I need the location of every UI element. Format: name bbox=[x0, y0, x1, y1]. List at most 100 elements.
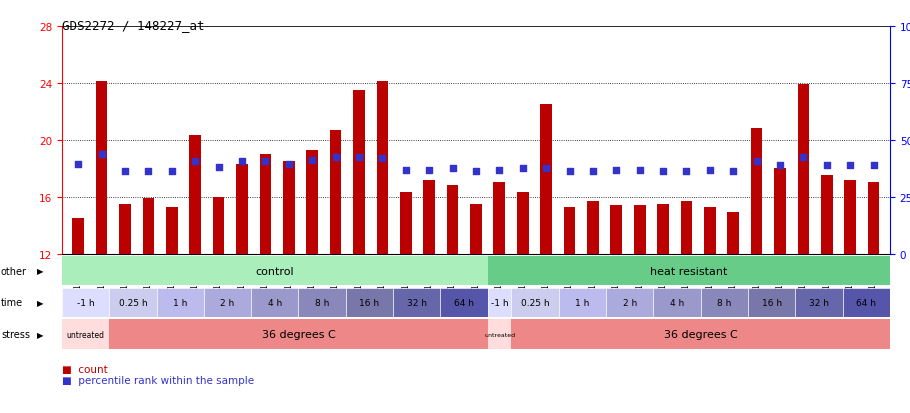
Text: 0.25 h: 0.25 h bbox=[521, 298, 550, 307]
Bar bbox=[377, 82, 389, 254]
Text: 36 degrees C: 36 degrees C bbox=[261, 330, 336, 339]
Bar bbox=[517, 193, 529, 254]
Point bbox=[586, 169, 601, 175]
Bar bbox=[657, 204, 669, 254]
Bar bbox=[353, 91, 365, 254]
Text: -1 h: -1 h bbox=[76, 298, 95, 307]
Text: 64 h: 64 h bbox=[454, 298, 474, 307]
Point bbox=[632, 167, 647, 173]
Point bbox=[445, 166, 460, 172]
Point bbox=[679, 169, 693, 175]
Point bbox=[866, 163, 881, 169]
Text: control: control bbox=[256, 266, 294, 276]
Bar bbox=[62, 320, 109, 349]
Bar bbox=[470, 204, 481, 254]
Bar bbox=[653, 288, 701, 318]
Bar bbox=[143, 199, 155, 254]
Point bbox=[515, 166, 530, 172]
Bar bbox=[204, 288, 251, 318]
Text: 2 h: 2 h bbox=[220, 298, 235, 307]
Bar bbox=[62, 288, 109, 318]
Text: ▶: ▶ bbox=[36, 330, 44, 339]
Bar bbox=[283, 162, 295, 254]
Bar bbox=[329, 131, 341, 254]
Bar bbox=[701, 288, 748, 318]
Point bbox=[188, 159, 203, 165]
Bar bbox=[797, 85, 809, 254]
Point bbox=[165, 169, 179, 175]
Bar bbox=[440, 288, 488, 318]
Text: GDS2272 / 148227_at: GDS2272 / 148227_at bbox=[62, 19, 205, 31]
Text: untreated: untreated bbox=[484, 332, 515, 337]
Point bbox=[141, 169, 156, 175]
Text: -1 h: -1 h bbox=[490, 298, 509, 307]
Bar bbox=[493, 183, 505, 254]
Point bbox=[211, 164, 226, 171]
Text: 8 h: 8 h bbox=[717, 298, 732, 307]
Bar bbox=[704, 207, 715, 254]
Point bbox=[422, 167, 437, 173]
Point bbox=[281, 161, 296, 168]
Bar bbox=[62, 256, 488, 286]
Bar bbox=[795, 288, 843, 318]
Bar bbox=[868, 183, 879, 254]
Point bbox=[235, 159, 249, 165]
Bar bbox=[307, 150, 318, 254]
Bar bbox=[774, 169, 786, 254]
Point bbox=[656, 169, 671, 175]
Bar bbox=[751, 129, 763, 254]
Bar bbox=[96, 82, 107, 254]
Bar bbox=[393, 288, 440, 318]
Text: ■  percentile rank within the sample: ■ percentile rank within the sample bbox=[62, 375, 254, 385]
Bar bbox=[189, 136, 201, 254]
Bar bbox=[511, 320, 890, 349]
Point bbox=[329, 154, 343, 161]
Point bbox=[820, 163, 834, 169]
Bar bbox=[399, 193, 411, 254]
Text: 64 h: 64 h bbox=[856, 298, 876, 307]
Bar bbox=[237, 164, 248, 254]
Bar bbox=[488, 256, 890, 286]
Bar bbox=[259, 154, 271, 254]
Text: stress: stress bbox=[1, 330, 30, 339]
Point bbox=[469, 169, 483, 175]
Bar bbox=[213, 197, 225, 254]
Text: 36 degrees C: 36 degrees C bbox=[663, 330, 738, 339]
Point bbox=[749, 159, 763, 165]
Point bbox=[562, 169, 577, 175]
Text: 1 h: 1 h bbox=[173, 298, 187, 307]
Bar bbox=[541, 105, 552, 254]
Text: 1 h: 1 h bbox=[575, 298, 590, 307]
Point bbox=[71, 161, 86, 168]
Point bbox=[375, 156, 389, 162]
Bar bbox=[634, 206, 645, 254]
Point bbox=[843, 163, 857, 169]
Bar bbox=[611, 206, 622, 254]
Text: 8 h: 8 h bbox=[315, 298, 329, 307]
Bar bbox=[748, 288, 795, 318]
Bar bbox=[821, 176, 833, 254]
Point bbox=[95, 151, 109, 158]
Text: ▶: ▶ bbox=[36, 266, 44, 275]
Bar bbox=[559, 288, 606, 318]
Bar bbox=[727, 213, 739, 254]
Text: 2 h: 2 h bbox=[622, 298, 637, 307]
Bar bbox=[109, 288, 157, 318]
Point bbox=[796, 154, 811, 161]
Text: 4 h: 4 h bbox=[268, 298, 282, 307]
Point bbox=[258, 159, 273, 165]
Bar bbox=[488, 288, 511, 318]
Bar bbox=[157, 288, 204, 318]
Point bbox=[351, 154, 366, 161]
Bar bbox=[346, 288, 393, 318]
Point bbox=[703, 167, 717, 173]
Bar bbox=[73, 218, 84, 254]
Point bbox=[726, 169, 741, 175]
Bar bbox=[563, 207, 575, 254]
Bar bbox=[119, 204, 131, 254]
Point bbox=[539, 166, 553, 172]
Text: ▶: ▶ bbox=[36, 298, 44, 307]
Text: 16 h: 16 h bbox=[359, 298, 379, 307]
Bar bbox=[511, 288, 559, 318]
Bar bbox=[488, 320, 511, 349]
